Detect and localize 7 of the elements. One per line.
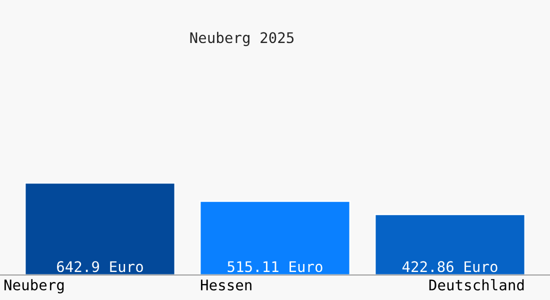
data-label: 642.9 Euro [57, 261, 143, 272]
x-tick-label: Deutschland [429, 279, 524, 290]
data-label: 515.11 Euro [228, 261, 322, 272]
x-tick-label: Neuberg [4, 279, 64, 294]
data-label: 422.86 Euro [402, 261, 498, 272]
x-tick-label: Hessen [200, 280, 252, 290]
text: Neuberg 2025 [190, 32, 294, 46]
